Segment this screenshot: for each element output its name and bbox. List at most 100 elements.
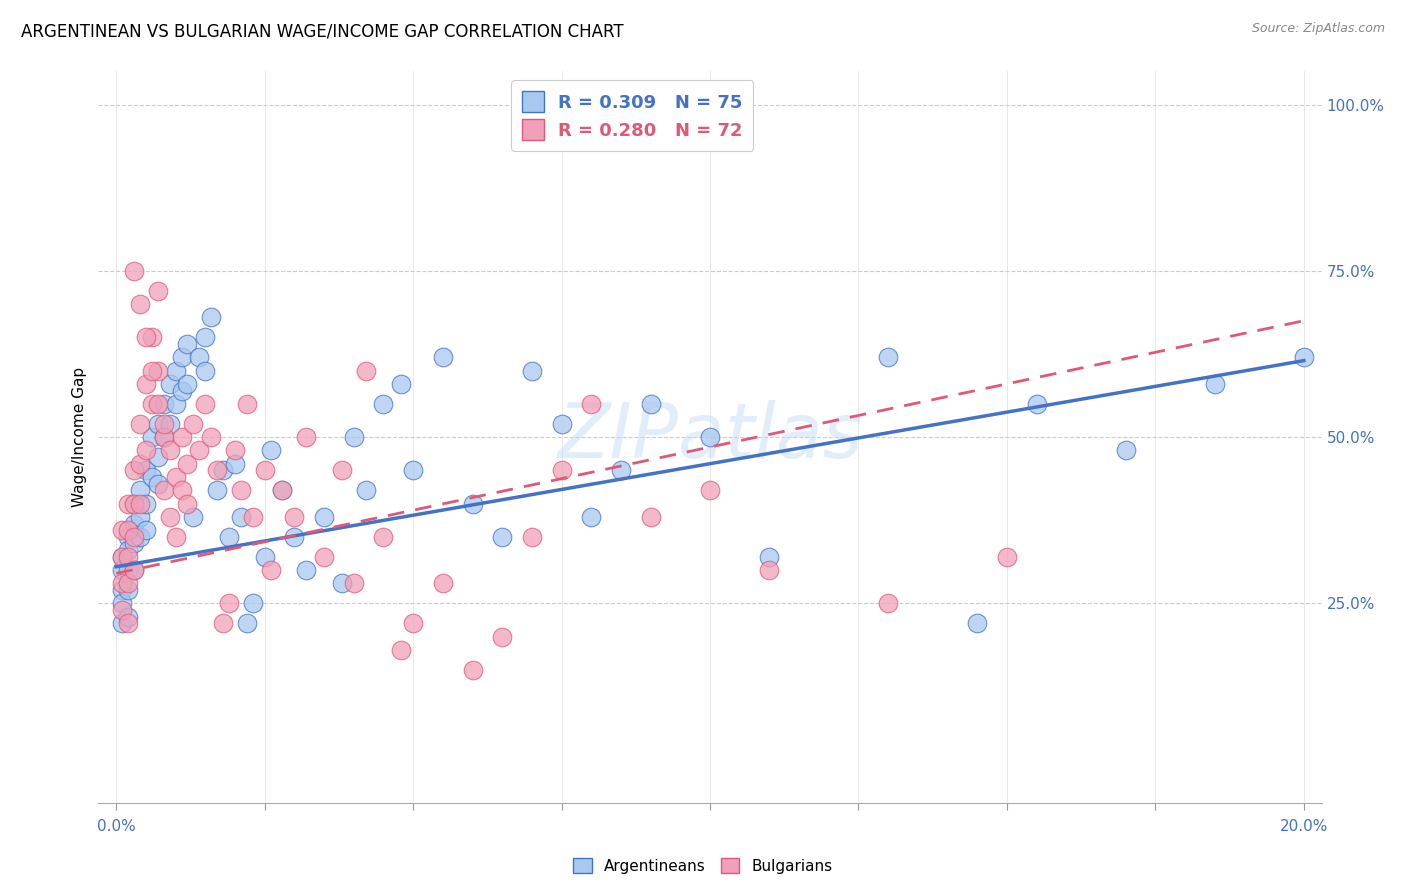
Point [758, 563, 780, 577]
Point [111, 616, 134, 631]
Point [141, 330, 163, 344]
Point [176, 376, 198, 391]
Point [122, 563, 145, 577]
Point [111, 549, 134, 564]
Point [200, 310, 222, 325]
Point [159, 443, 181, 458]
Point [205, 463, 228, 477]
Point [129, 530, 152, 544]
Point [129, 457, 152, 471]
Point [877, 596, 900, 610]
Point [117, 530, 139, 544]
Point [122, 463, 145, 477]
Point [218, 530, 240, 544]
Point [343, 576, 366, 591]
Point [146, 363, 169, 377]
Point [141, 363, 163, 377]
Legend: Argentineans, Bulgarians: Argentineans, Bulgarians [567, 852, 839, 880]
Point [550, 417, 572, 431]
Text: Source: ZipAtlas.com: Source: ZipAtlas.com [1251, 22, 1385, 36]
Point [165, 530, 187, 544]
Point [170, 384, 193, 398]
Point [111, 563, 134, 577]
Point [354, 363, 377, 377]
Point [122, 563, 145, 577]
Point [312, 509, 335, 524]
Point [995, 549, 1018, 564]
Point [520, 530, 543, 544]
Point [146, 397, 169, 411]
Point [146, 450, 169, 464]
Point [373, 530, 395, 544]
Point [117, 523, 139, 537]
Point [253, 463, 276, 477]
Point [165, 397, 187, 411]
Point [129, 297, 152, 311]
Text: 0.0%: 0.0% [97, 820, 135, 834]
Point [205, 483, 228, 498]
Point [146, 284, 169, 298]
Point [259, 443, 281, 458]
Point [135, 523, 157, 537]
Point [165, 363, 187, 377]
Point [183, 417, 205, 431]
Point [117, 543, 139, 558]
Point [117, 549, 139, 564]
Point [242, 596, 264, 610]
Point [135, 463, 157, 477]
Point [135, 376, 157, 391]
Point [129, 417, 152, 431]
Point [295, 430, 318, 444]
Point [200, 430, 222, 444]
Point [491, 530, 513, 544]
Point [111, 596, 134, 610]
Point [271, 483, 294, 498]
Point [330, 576, 353, 591]
Point [135, 443, 157, 458]
Point [373, 397, 395, 411]
Point [224, 443, 246, 458]
Point [122, 530, 145, 544]
Point [122, 516, 145, 531]
Point [283, 530, 305, 544]
Point [229, 509, 252, 524]
Point [129, 509, 152, 524]
Point [194, 363, 217, 377]
Point [194, 330, 217, 344]
Point [1292, 351, 1315, 365]
Point [1204, 376, 1226, 391]
Point [122, 264, 145, 278]
Point [212, 463, 235, 477]
Point [135, 497, 157, 511]
Point [295, 563, 318, 577]
Point [354, 483, 377, 498]
Point [146, 417, 169, 431]
Point [117, 576, 139, 591]
Point [330, 463, 353, 477]
Point [141, 470, 163, 484]
Point [152, 483, 174, 498]
Point [188, 351, 211, 365]
Point [1115, 443, 1137, 458]
Point [159, 376, 181, 391]
Point [111, 582, 134, 597]
Point [111, 603, 134, 617]
Point [152, 397, 174, 411]
Point [152, 417, 174, 431]
Point [122, 536, 145, 550]
Point [236, 616, 259, 631]
Point [224, 457, 246, 471]
Point [170, 483, 193, 498]
Point [402, 616, 425, 631]
Point [1025, 397, 1047, 411]
Point [159, 509, 181, 524]
Point [117, 582, 139, 597]
Point [129, 483, 152, 498]
Point [135, 330, 157, 344]
Point [432, 576, 454, 591]
Point [159, 417, 181, 431]
Point [165, 470, 187, 484]
Point [283, 509, 305, 524]
Point [129, 497, 152, 511]
Point [432, 351, 454, 365]
